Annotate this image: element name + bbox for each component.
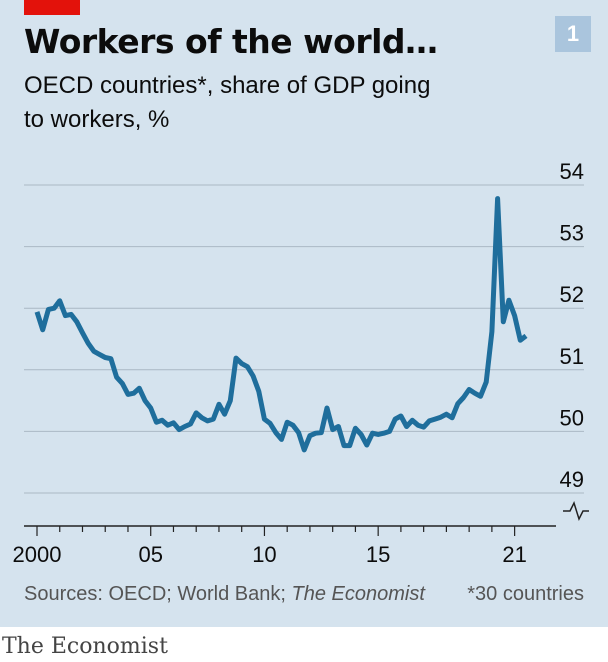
sources-note: Sources: OECD; World Bank; The Economist <box>24 583 425 606</box>
x-tick-label-2010: 10 <box>252 542 276 567</box>
chart-title: Workers of the world… <box>24 22 438 61</box>
economist-logo-text: The Economist <box>2 634 168 659</box>
y-tick-label-50: 50 <box>560 405 584 430</box>
x-tick-label-2005: 05 <box>138 542 162 567</box>
x-tick-label-2021: 21 <box>502 542 526 567</box>
chart-subtitle-line2: to workers, % <box>24 106 170 133</box>
sources-italic-text: The Economist <box>291 583 425 605</box>
brand-red-bar <box>24 0 80 15</box>
series-line-0 <box>34 196 528 453</box>
line-chart: 49 50 51 52 53 54 2000 05 10 15 21 <box>13 159 589 567</box>
y-tick-label-52: 52 <box>560 282 584 307</box>
sources-text: Sources: OECD; World Bank; <box>24 583 286 605</box>
y-tick-label-53: 53 <box>560 221 584 246</box>
footnote: *30 countries <box>467 583 584 605</box>
axis-break-icon <box>563 501 589 521</box>
x-tick-label-2015: 15 <box>366 542 390 567</box>
y-tick-label-51: 51 <box>560 344 584 369</box>
chart-subtitle-line1: OECD countries*, share of GDP going <box>24 72 431 99</box>
y-tick-label-54: 54 <box>560 159 584 184</box>
chart-number-badge: 1 <box>555 16 591 52</box>
y-tick-label-49: 49 <box>560 467 584 492</box>
x-tick-label-2000: 2000 <box>13 542 62 567</box>
